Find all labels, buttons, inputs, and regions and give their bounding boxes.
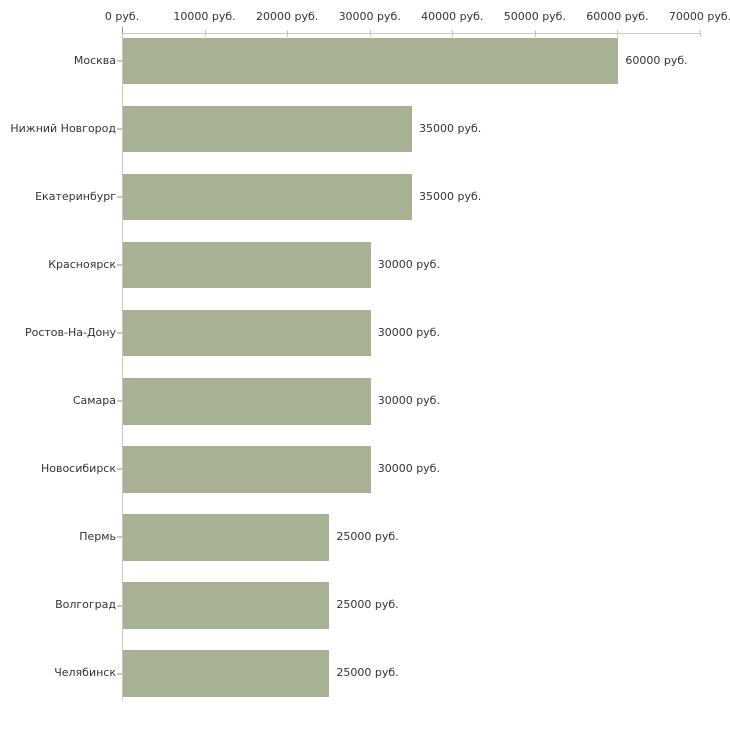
bar bbox=[123, 378, 371, 425]
category-label: Челябинск bbox=[54, 666, 116, 680]
category-label: Самара bbox=[72, 394, 116, 407]
category-label: Красноярск bbox=[48, 257, 116, 271]
x-axis-tick bbox=[287, 30, 289, 37]
category-label: Новосибирск bbox=[40, 462, 116, 476]
category-tick bbox=[117, 59, 122, 62]
value-label: 25000 руб. bbox=[336, 666, 399, 680]
category-label: Нижний Новгород bbox=[10, 121, 116, 135]
bar bbox=[123, 650, 330, 697]
x-axis-tick bbox=[534, 30, 536, 37]
x-axis-tick bbox=[700, 30, 701, 37]
value-label: 60000 руб. bbox=[625, 53, 688, 67]
value-label: 30000 руб. bbox=[377, 394, 440, 407]
bar bbox=[123, 241, 371, 289]
bar bbox=[123, 514, 330, 561]
bar bbox=[123, 173, 412, 221]
origin-tick bbox=[122, 27, 123, 33]
category-label: Пермь bbox=[79, 530, 116, 544]
category-tick bbox=[117, 604, 122, 607]
category-label: Екатеринбург bbox=[35, 189, 116, 203]
x-axis-tick-label: 60000 руб. bbox=[586, 10, 649, 23]
category-label: Волгоград bbox=[55, 598, 116, 612]
bar bbox=[123, 309, 371, 357]
x-axis-tick-label: 50000 руб. bbox=[503, 10, 566, 23]
bar bbox=[123, 582, 330, 629]
x-axis-tick bbox=[369, 30, 371, 37]
x-axis-tick-label: 20000 руб. bbox=[256, 10, 319, 23]
x-axis-tick bbox=[122, 30, 123, 37]
bar bbox=[123, 446, 371, 493]
x-axis-tick-label: 40000 руб. bbox=[421, 10, 484, 23]
x-axis-tick bbox=[617, 30, 619, 37]
category-tick bbox=[117, 195, 122, 198]
category-label: Ростов-На-Дону bbox=[24, 325, 116, 339]
x-axis-tick-label: 30000 руб. bbox=[338, 10, 401, 23]
category-tick bbox=[117, 672, 122, 675]
value-label: 25000 руб. bbox=[336, 598, 399, 612]
category-tick bbox=[117, 127, 122, 130]
value-label: 30000 руб. bbox=[377, 325, 440, 339]
value-label: 35000 руб. bbox=[419, 189, 482, 203]
value-label: 30000 руб. bbox=[377, 257, 440, 271]
category-tick bbox=[117, 468, 122, 471]
category-tick bbox=[117, 400, 122, 403]
value-label: 25000 руб. bbox=[336, 530, 399, 544]
category-tick bbox=[117, 264, 122, 267]
value-label: 30000 руб. bbox=[377, 462, 440, 476]
bar bbox=[123, 105, 412, 153]
x-axis-line bbox=[122, 33, 701, 34]
x-axis-tick bbox=[204, 30, 206, 37]
bar bbox=[123, 37, 619, 84]
x-axis-tick bbox=[452, 30, 454, 37]
x-axis-tick-label: 0 руб. bbox=[104, 10, 140, 23]
category-label: Москва bbox=[73, 53, 116, 67]
category-tick bbox=[117, 332, 122, 335]
value-label: 35000 руб. bbox=[419, 121, 482, 135]
x-axis-tick-label: 70000 руб. bbox=[668, 10, 730, 23]
category-tick bbox=[117, 536, 122, 539]
y-axis-line bbox=[122, 33, 123, 700]
x-axis-tick-label: 10000 руб. bbox=[173, 10, 236, 23]
